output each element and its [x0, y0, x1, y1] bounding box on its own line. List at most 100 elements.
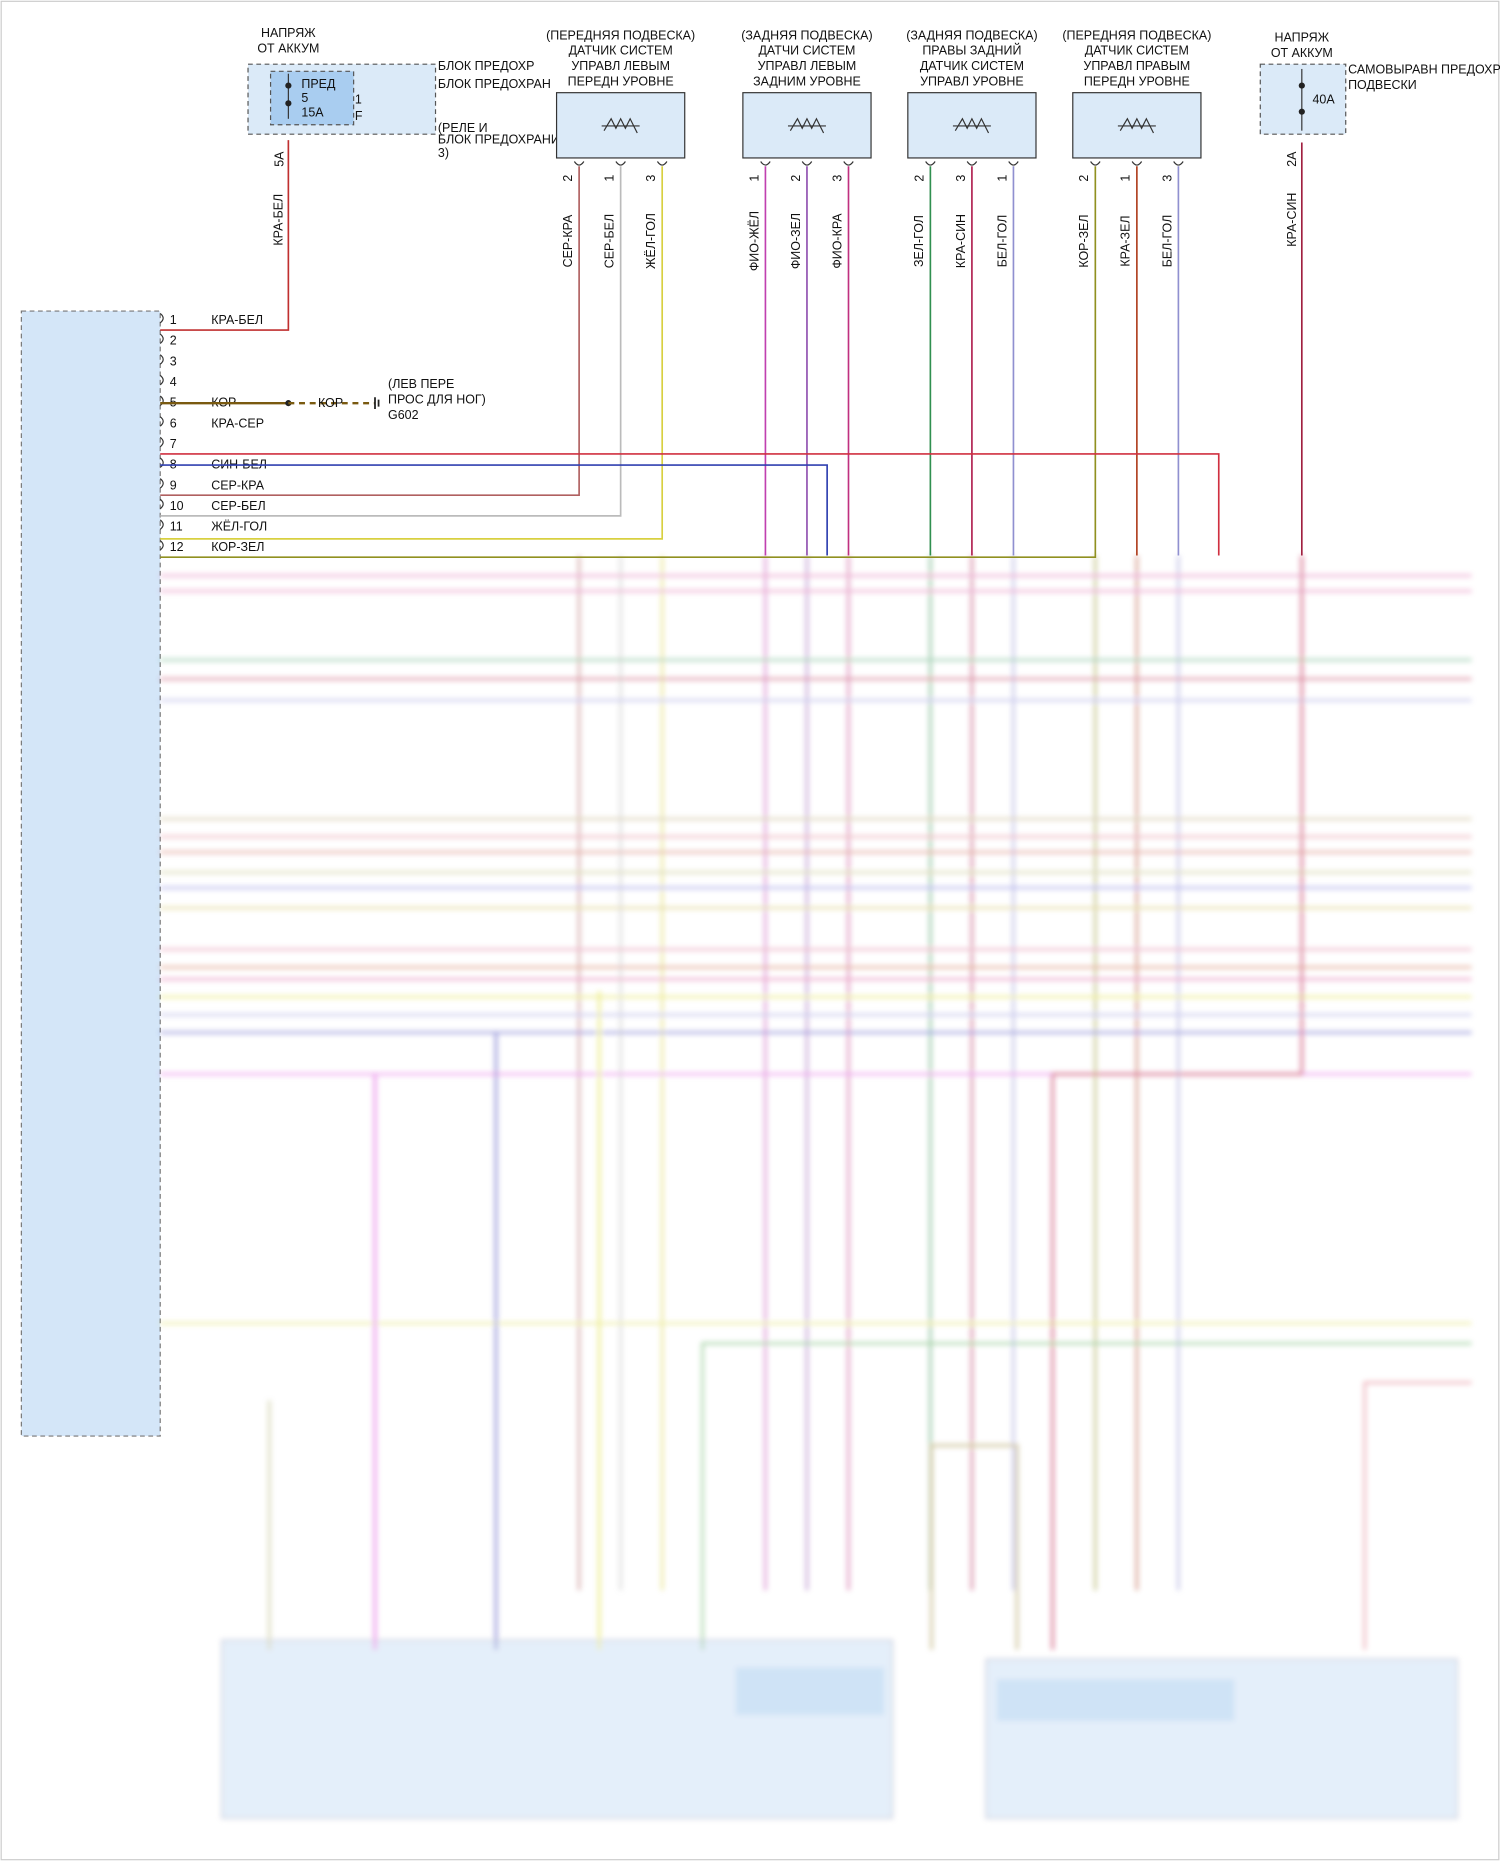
label: НАПРЯЖ [261, 26, 316, 40]
wire-label: СЕР-КРА [561, 214, 575, 267]
label: КОР [318, 396, 343, 410]
splice [1298, 108, 1305, 115]
wire [701, 1342, 1472, 1650]
label: 2 [789, 175, 803, 182]
wire-label: БЕЛ-ГОЛ [995, 215, 1009, 268]
label: (ЗАДНЯЯ ПОДВЕСКА) [741, 28, 872, 42]
pin-socket [159, 540, 164, 551]
label: СЕР-КРА [211, 478, 264, 492]
pin-socket [159, 478, 164, 489]
pin-socket [1131, 161, 1143, 166]
label: 5 [301, 91, 308, 105]
blurred-lower-diagram [160, 555, 1472, 1819]
label: ДАТЧИ СИСТЕМ [759, 44, 856, 58]
label: 1 [747, 175, 761, 182]
pin-socket [1090, 161, 1101, 166]
label: УПРАВЛ УРОВНЕ [920, 75, 1024, 89]
label: ДАТЧИК СИСТЕМ [920, 59, 1024, 73]
label: БЛОК ПРЕДОХРАНИ [438, 133, 560, 147]
fuse-block [1259, 63, 1347, 135]
label: G602 [388, 408, 419, 422]
control-unit-connector [20, 310, 161, 1437]
label: 4 [170, 375, 177, 389]
label: КРА-БЕЛ [211, 313, 263, 327]
label: (РЕЛЕ И [438, 121, 488, 135]
wire [160, 140, 290, 331]
label: БЛОК ПРЕДОХРАН [438, 77, 551, 91]
wire [160, 166, 1097, 558]
label: 1 [355, 92, 362, 106]
pin-socket [159, 333, 164, 345]
label: ПРЕД [301, 77, 336, 91]
label: 2A [1285, 151, 1299, 167]
label: КОР-ЗЕЛ [211, 540, 264, 554]
wire-label: КРА-СИН [954, 214, 968, 268]
label: СЕР-БЕЛ [211, 499, 265, 513]
label: 12 [170, 540, 184, 554]
wire [160, 453, 1220, 556]
label: 3 [954, 175, 968, 182]
wire [930, 1444, 1019, 1650]
label: 40A [1313, 92, 1336, 106]
wire-label: ЗЕЛ-ГОЛ [912, 215, 926, 267]
label: ПЕРЕДН УРОВНЕ [568, 75, 674, 89]
wire [1363, 1381, 1472, 1650]
label: ОТ АККУМ [257, 41, 319, 55]
wire-label: КРА-ЗЕЛ [1119, 215, 1133, 266]
label: 2 [561, 175, 575, 182]
pin-socket [159, 436, 164, 448]
wire [1051, 555, 1304, 1650]
label: 1 [170, 313, 177, 327]
sensor-symbol [787, 117, 826, 134]
wire-label: ФИО-ЖЁЛ [747, 211, 761, 271]
label: 11 [170, 520, 183, 534]
sensor-symbol [1117, 117, 1156, 134]
pin-socket [760, 161, 771, 166]
label: (ЛЕВ ПЕРЕ [388, 377, 454, 391]
pin-socket [159, 457, 164, 468]
label: БЛОК ПРЕДОХР [438, 59, 534, 73]
pin-socket [1173, 161, 1184, 166]
pin-socket [159, 519, 164, 530]
label: УПРАВЛ ПРАВЫМ [1083, 59, 1190, 73]
pin-socket [801, 161, 813, 166]
label: ЖЁЛ-ГОЛ [211, 520, 267, 534]
label: 15A [301, 105, 324, 119]
label: ПОДВЕСКИ [1348, 78, 1417, 92]
pin-socket [159, 312, 164, 324]
pin-socket [159, 395, 164, 406]
label: САМОВЫРАВН ПРЕДОХР [1348, 63, 1500, 77]
label: 1 [995, 175, 1009, 182]
sensor [555, 92, 686, 159]
label: (ПЕРЕДНЯЯ ПОДВЕСКА) [546, 28, 695, 42]
label: 10 [170, 499, 184, 513]
label: (ЗАДНЯЯ ПОДВЕСКА) [906, 28, 1037, 42]
label: 3 [170, 354, 177, 368]
sensor-symbol [601, 117, 640, 134]
label: ПЕРЕДН УРОВНЕ [1084, 75, 1190, 89]
label: УПРАВЛ ЛЕВЫМ [571, 59, 670, 73]
pin-socket [573, 161, 585, 166]
wire [160, 166, 622, 517]
wire [160, 166, 664, 540]
fuse [269, 70, 355, 126]
label: ЗАДНИМ УРОВНЕ [753, 75, 861, 89]
wire [160, 464, 828, 556]
label: УПРАВЛ ЛЕВЫМ [758, 59, 857, 73]
pin-socket [656, 161, 668, 166]
label: 3 [830, 175, 844, 182]
label: 9 [170, 478, 177, 492]
sensor-symbol [952, 117, 991, 134]
label: ОТ АККУМ [1271, 46, 1333, 60]
wire-label: ФИО-ЗЕЛ [789, 213, 803, 269]
wire [160, 166, 580, 497]
pin-socket [1008, 161, 1019, 166]
pin-socket [159, 498, 164, 510]
wire-label: КРА-СИН [1285, 193, 1299, 247]
label: 7 [170, 437, 177, 451]
label: 6 [170, 416, 177, 430]
wire-label: КОР-ЗЕЛ [1077, 214, 1091, 267]
